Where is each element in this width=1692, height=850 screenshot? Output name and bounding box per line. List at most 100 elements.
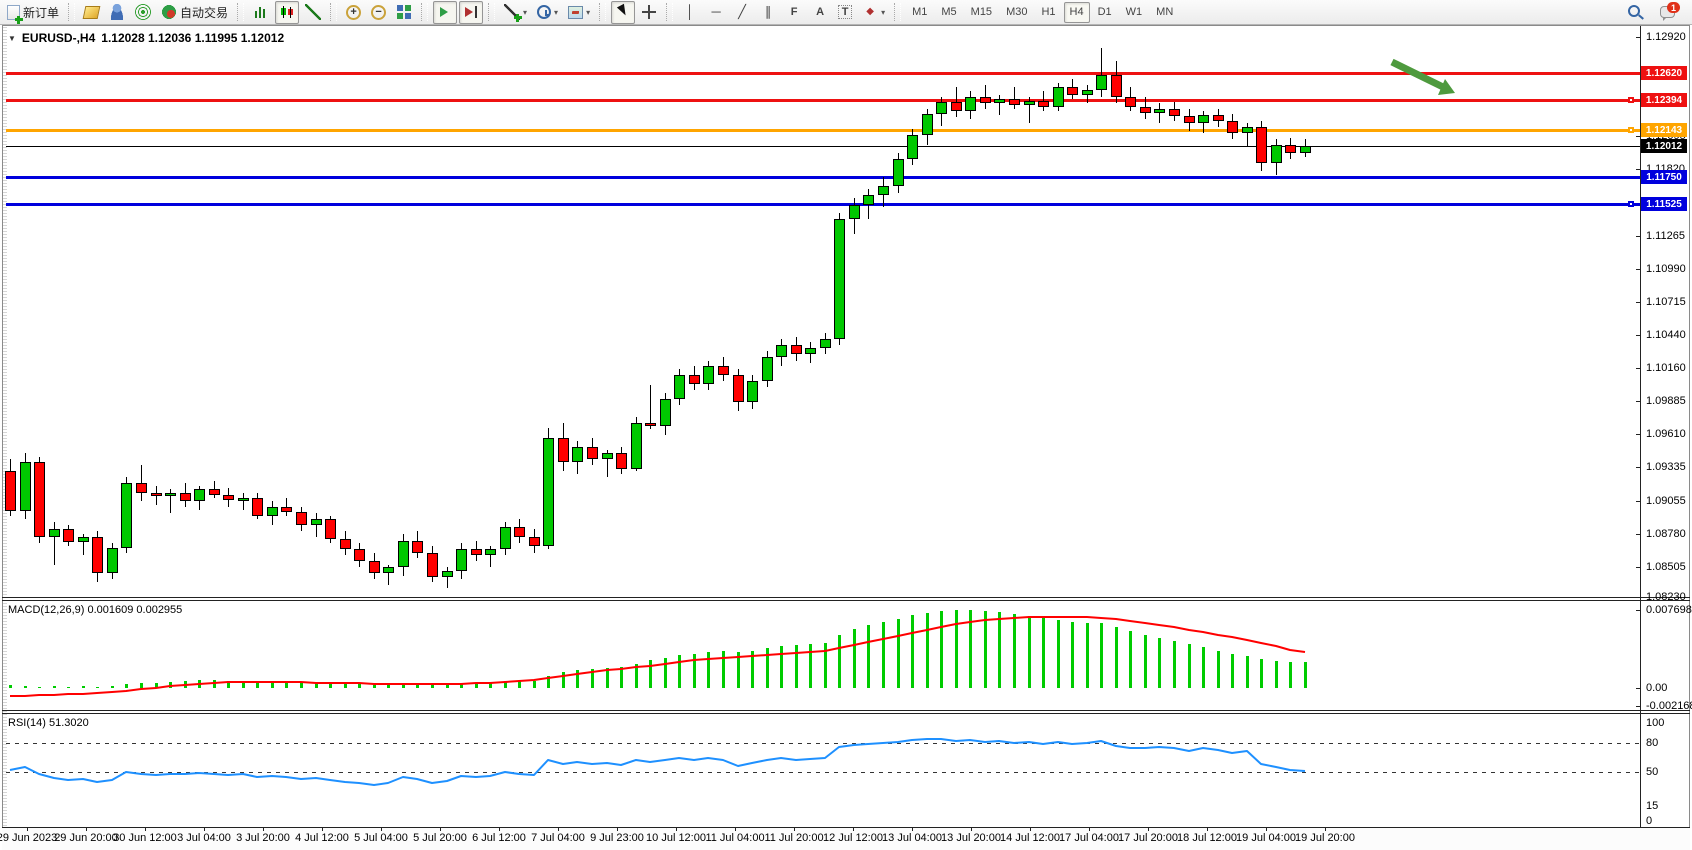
macd-histogram-bar xyxy=(140,683,143,688)
macd-histogram-bar xyxy=(518,681,521,688)
candle-body xyxy=(456,549,467,571)
price-tick-label: 1.10160 xyxy=(1646,362,1686,374)
macd-histogram-bar xyxy=(1042,618,1045,688)
tile-windows-icon xyxy=(396,4,413,20)
toolbar-separator xyxy=(666,3,674,21)
arrows-dropdown-caret[interactable]: ▾ xyxy=(881,7,886,17)
notifications-button[interactable]: 1 xyxy=(1656,1,1680,24)
candle-body xyxy=(893,159,904,186)
tile-windows-button[interactable] xyxy=(392,1,416,24)
time-axis-label: 12 Jul 12:00 xyxy=(823,832,883,844)
price-tick-mark xyxy=(1636,434,1640,435)
search-button[interactable] xyxy=(1624,1,1644,24)
bar-chart-button[interactable] xyxy=(249,1,273,24)
macd-histogram-bar xyxy=(576,670,579,688)
candle-body xyxy=(107,548,118,573)
timeframe-m5-button[interactable]: M5 xyxy=(941,6,957,18)
signals-button[interactable] xyxy=(131,1,155,24)
periods-dropdown-caret[interactable]: ▾ xyxy=(554,7,559,17)
macd-histogram-bar xyxy=(606,668,609,688)
line-drag-handle[interactable] xyxy=(1628,127,1634,133)
candle-wick xyxy=(243,493,244,510)
price-tick-mark xyxy=(1636,467,1640,468)
candle-body xyxy=(616,453,627,469)
macd-histogram-bar xyxy=(53,686,56,688)
timeframe-h1-button[interactable]: H1 xyxy=(1041,6,1056,18)
arrows-button[interactable]: ◆ ▾ xyxy=(858,1,889,24)
indicators-dropdown-caret[interactable]: ▾ xyxy=(523,7,528,17)
periods-icon xyxy=(537,5,552,19)
candle-body xyxy=(747,381,758,402)
candle-body xyxy=(311,519,322,525)
zoom-out-button[interactable]: − xyxy=(367,1,390,24)
candle-body xyxy=(587,447,598,459)
auto-scroll-button[interactable] xyxy=(433,0,458,24)
line-drag-handle[interactable] xyxy=(1628,97,1634,103)
timeframe-h4-button[interactable]: H4 xyxy=(1063,1,1090,23)
horizontal-level-line[interactable] xyxy=(6,99,1640,102)
timeframe-m1-button[interactable]: M1 xyxy=(912,6,928,18)
horizontal-line-button[interactable]: ─ xyxy=(704,1,728,24)
time-axis-label: 3 Jul 04:00 xyxy=(177,832,231,844)
line-chart-button[interactable] xyxy=(301,1,325,24)
macd-histogram-bar xyxy=(1158,638,1161,688)
macd-histogram-bar xyxy=(489,682,492,688)
zoom-in-button[interactable]: + xyxy=(342,1,365,24)
candle-body xyxy=(863,195,874,205)
horizontal-level-line[interactable] xyxy=(6,176,1640,179)
time-axis[interactable] xyxy=(2,828,1690,850)
macd-histogram-bar xyxy=(475,683,478,688)
price-tick-mark xyxy=(1636,169,1640,170)
templates-dropdown-caret[interactable]: ▾ xyxy=(586,7,591,17)
timeframe-m30-button[interactable]: M30 xyxy=(1006,6,1028,18)
text-label-button[interactable]: T xyxy=(834,1,856,24)
candle-body xyxy=(412,541,423,553)
timeframe-d1-button[interactable]: D1 xyxy=(1097,6,1112,18)
macd-histogram-bar xyxy=(955,610,958,688)
time-tick-mark xyxy=(1207,827,1208,831)
horizontal-level-line[interactable] xyxy=(6,203,1640,206)
profiles-button[interactable] xyxy=(105,1,129,24)
macd-histogram-bar xyxy=(416,683,419,688)
chart-window[interactable] xyxy=(2,25,1690,847)
equidistant-channel-button[interactable]: ∥ xyxy=(756,1,780,24)
templates-icon xyxy=(568,5,584,19)
macd-tick-mark xyxy=(1636,706,1640,707)
bid-price-line[interactable] xyxy=(6,146,1640,147)
periods-button[interactable]: ▾ xyxy=(533,1,562,24)
time-tick-mark xyxy=(145,827,146,831)
templates-button[interactable]: ▾ xyxy=(564,1,594,24)
trendline-button[interactable]: ╱ xyxy=(730,1,754,24)
candle-body xyxy=(1082,90,1093,95)
macd-histogram-bar xyxy=(882,622,885,688)
horizontal-level-line[interactable] xyxy=(6,129,1640,132)
macd-histogram-bar xyxy=(809,644,812,688)
time-tick-mark xyxy=(912,827,913,831)
fibonacci-button[interactable]: F xyxy=(782,1,806,24)
line-drag-handle[interactable] xyxy=(1628,201,1634,207)
candle-body xyxy=(194,489,205,501)
collapse-chart-icon[interactable]: ▼ xyxy=(8,33,16,43)
text-button[interactable]: A xyxy=(808,1,832,24)
indicators-button[interactable]: ▾ xyxy=(500,1,531,24)
timeframe-mn-button[interactable]: MN xyxy=(1156,6,1174,18)
timeframe-m15-button[interactable]: M15 xyxy=(970,6,993,18)
auto-trading-button[interactable]: 自动交易 xyxy=(157,1,232,24)
new-order-button[interactable]: 新订单 xyxy=(3,1,63,24)
macd-histogram-bar xyxy=(1260,659,1263,688)
chart-shift-button[interactable] xyxy=(459,0,484,24)
styles-button[interactable] xyxy=(80,1,103,24)
candlestick-chart-button[interactable] xyxy=(275,0,300,24)
candle-wick xyxy=(447,567,448,588)
timeframe-w1-button[interactable]: W1 xyxy=(1125,6,1143,18)
rsi-tick-label: 0 xyxy=(1646,815,1653,827)
auto-trading-label: 自动交易 xyxy=(180,5,229,20)
toolbar-separator xyxy=(330,3,338,21)
horizontal-level-line[interactable] xyxy=(6,72,1640,75)
vertical-line-button[interactable]: │ xyxy=(678,1,702,24)
crosshair-button[interactable] xyxy=(637,1,661,24)
cursor-button[interactable] xyxy=(611,0,636,24)
candle-wick xyxy=(1101,48,1102,97)
time-tick-mark xyxy=(971,827,972,831)
macd-histogram-bar xyxy=(562,672,565,688)
